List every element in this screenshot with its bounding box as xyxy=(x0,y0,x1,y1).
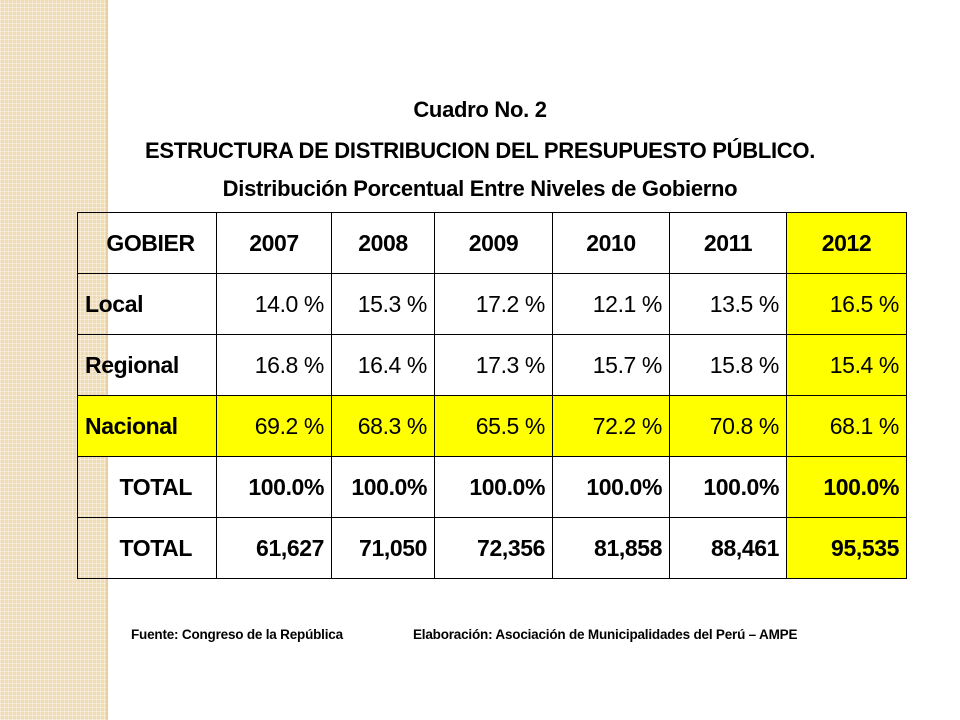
header-2011: 2011 xyxy=(669,212,787,274)
header-2010: 2010 xyxy=(552,212,670,274)
budget-distribution-table: GOBIER 2007 2008 2009 2010 2011 2012 Loc… xyxy=(77,212,907,579)
table-cell: 100.0% xyxy=(434,456,553,518)
table-cell: 12.1 % xyxy=(552,273,670,335)
header-2009: 2009 xyxy=(434,212,553,274)
table-cell: 68.1 % xyxy=(786,395,907,457)
header-2012: 2012 xyxy=(786,212,907,274)
table-cell: 100.0% xyxy=(786,456,907,518)
table-cell: 15.8 % xyxy=(669,334,787,396)
table-subtitle: Distribución Porcentual Entre Niveles de… xyxy=(222,176,738,201)
row-label: TOTAL xyxy=(77,517,217,579)
table-row-regional: Regional 16.8 % 16.4 % 17.3 % 15.7 % 15.… xyxy=(77,334,907,396)
table-cell: 81,858 xyxy=(552,517,670,579)
table-cell: 95,535 xyxy=(786,517,907,579)
table-cell: 88,461 xyxy=(669,517,787,579)
table-cell: 100.0% xyxy=(669,456,787,518)
table-row-total-amount: TOTAL 61,627 71,050 72,356 81,858 88,461… xyxy=(77,517,907,579)
table-cell: 72.2 % xyxy=(552,395,670,457)
table-cell: 72,356 xyxy=(434,517,553,579)
table-row-total-percent: TOTAL 100.0% 100.0% 100.0% 100.0% 100.0%… xyxy=(77,456,907,518)
table-main-title: ESTRUCTURA DE DISTRIBUCION DEL PRESUPUES… xyxy=(144,138,816,163)
table-cell: 16.8 % xyxy=(216,334,332,396)
header-2008: 2008 xyxy=(331,212,435,274)
table-cell: 15.4 % xyxy=(786,334,907,396)
table-cell: 100.0% xyxy=(552,456,670,518)
header-2007: 2007 xyxy=(216,212,332,274)
table-cell: 70.8 % xyxy=(669,395,787,457)
table-cell: 69.2 % xyxy=(216,395,332,457)
table-row-nacional: Nacional 69.2 % 68.3 % 65.5 % 72.2 % 70.… xyxy=(77,395,907,457)
table-cell: 15.3 % xyxy=(331,273,435,335)
table-cell: 68.3 % xyxy=(331,395,435,457)
table-cell: 17.3 % xyxy=(434,334,553,396)
row-label: Nacional xyxy=(77,395,217,457)
table-cell: 100.0% xyxy=(216,456,332,518)
table-row-local: Local 14.0 % 15.3 % 17.2 % 12.1 % 13.5 %… xyxy=(77,273,907,335)
table-cell: 14.0 % xyxy=(216,273,332,335)
elaboration-note: Elaboración: Asociación de Municipalidad… xyxy=(413,627,798,642)
row-label: Regional xyxy=(77,334,217,396)
source-note: Fuente: Congreso de la República xyxy=(131,627,343,642)
row-label: Local xyxy=(77,273,217,335)
table-cell: 13.5 % xyxy=(669,273,787,335)
table-cell: 100.0% xyxy=(331,456,435,518)
table-cell: 17.2 % xyxy=(434,273,553,335)
table-cell: 15.7 % xyxy=(552,334,670,396)
table-number-title: Cuadro No. 2 xyxy=(413,97,547,122)
table-cell: 65.5 % xyxy=(434,395,553,457)
table-header-row: GOBIER 2007 2008 2009 2010 2011 2012 xyxy=(77,212,907,274)
table-cell: 16.5 % xyxy=(786,273,907,335)
table-cell: 16.4 % xyxy=(331,334,435,396)
row-label: TOTAL xyxy=(77,456,217,518)
header-gobierno: GOBIER xyxy=(77,212,217,274)
table-cell: 61,627 xyxy=(216,517,332,579)
table-cell: 71,050 xyxy=(331,517,435,579)
